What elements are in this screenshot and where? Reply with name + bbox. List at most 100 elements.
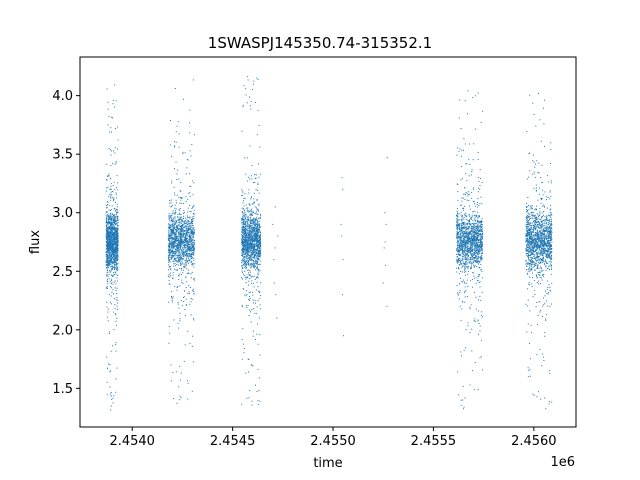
data-point bbox=[182, 252, 184, 253]
data-point bbox=[474, 230, 476, 232]
data-point bbox=[114, 250, 116, 252]
data-point bbox=[249, 263, 251, 265]
data-point bbox=[192, 290, 194, 292]
data-point bbox=[242, 228, 244, 230]
data-point bbox=[181, 220, 183, 222]
data-point bbox=[254, 251, 256, 253]
data-point bbox=[109, 245, 111, 247]
data-point bbox=[192, 232, 194, 234]
data-point bbox=[114, 241, 115, 243]
data-point bbox=[184, 226, 186, 228]
data-point bbox=[182, 282, 184, 284]
data-point bbox=[244, 247, 246, 249]
data-point bbox=[257, 109, 259, 111]
data-point bbox=[112, 117, 113, 119]
data-point bbox=[476, 244, 478, 246]
data-point bbox=[182, 247, 184, 249]
data-point bbox=[172, 231, 174, 233]
data-point bbox=[256, 247, 258, 249]
data-point bbox=[192, 249, 194, 251]
data-point bbox=[191, 254, 193, 256]
data-point bbox=[243, 200, 244, 202]
data-point bbox=[480, 224, 482, 226]
data-point bbox=[259, 227, 260, 229]
data-point bbox=[179, 217, 181, 219]
data-point bbox=[106, 265, 108, 267]
data-point bbox=[187, 330, 189, 332]
data-point bbox=[180, 300, 182, 302]
data-point bbox=[109, 223, 111, 225]
data-point bbox=[177, 250, 179, 252]
data-point bbox=[250, 175, 252, 177]
data-point bbox=[253, 263, 255, 265]
data-point bbox=[174, 213, 176, 215]
data-point bbox=[170, 269, 172, 271]
data-point bbox=[107, 265, 109, 267]
data-point bbox=[257, 237, 258, 239]
data-point bbox=[260, 242, 262, 244]
data-point bbox=[249, 226, 251, 228]
data-point bbox=[117, 302, 119, 304]
data-point bbox=[116, 270, 118, 272]
data-point bbox=[193, 229, 195, 231]
data-point bbox=[106, 228, 108, 230]
data-point bbox=[258, 210, 259, 212]
data-point bbox=[172, 223, 174, 225]
data-point bbox=[254, 222, 256, 224]
data-point bbox=[459, 229, 460, 231]
data-point bbox=[192, 220, 194, 222]
data-point bbox=[246, 242, 248, 244]
data-point bbox=[109, 244, 111, 246]
data-point bbox=[108, 221, 110, 223]
data-point bbox=[171, 255, 173, 257]
data-point bbox=[466, 254, 468, 255]
data-point bbox=[116, 263, 118, 265]
data-point bbox=[249, 251, 251, 253]
data-point bbox=[186, 225, 188, 227]
data-point bbox=[111, 223, 113, 225]
data-point bbox=[249, 96, 250, 98]
data-point bbox=[106, 225, 108, 226]
data-point bbox=[249, 222, 251, 224]
data-point bbox=[106, 179, 108, 181]
data-point bbox=[113, 239, 114, 241]
data-point bbox=[110, 295, 112, 297]
data-point bbox=[252, 238, 254, 240]
data-point bbox=[178, 307, 180, 309]
data-point bbox=[477, 217, 479, 219]
data-point bbox=[106, 227, 108, 229]
data-point bbox=[176, 227, 178, 229]
data-point bbox=[249, 223, 251, 225]
data-point bbox=[111, 266, 112, 268]
data-point bbox=[172, 218, 174, 220]
data-point bbox=[259, 239, 261, 241]
data-point bbox=[254, 278, 256, 280]
data-point bbox=[458, 225, 460, 227]
data-point bbox=[188, 235, 190, 237]
data-point bbox=[475, 259, 477, 261]
data-point bbox=[106, 212, 108, 213]
data-point bbox=[189, 250, 191, 252]
data-point bbox=[469, 252, 471, 254]
data-point bbox=[174, 226, 176, 228]
data-point bbox=[457, 147, 459, 149]
data-point bbox=[188, 228, 190, 230]
data-point bbox=[115, 252, 117, 254]
data-point bbox=[187, 247, 189, 249]
data-point bbox=[179, 262, 181, 264]
data-point bbox=[476, 232, 478, 233]
data-point bbox=[173, 227, 175, 229]
data-point bbox=[472, 262, 474, 264]
data-point bbox=[470, 234, 472, 236]
data-point bbox=[241, 230, 243, 232]
data-point bbox=[244, 260, 246, 262]
data-point bbox=[187, 226, 189, 227]
data-point bbox=[241, 195, 243, 197]
data-point bbox=[257, 404, 259, 405]
data-point bbox=[242, 246, 244, 248]
data-point bbox=[179, 223, 181, 225]
data-point bbox=[191, 263, 193, 265]
data-point bbox=[116, 299, 118, 301]
data-point bbox=[172, 249, 174, 251]
